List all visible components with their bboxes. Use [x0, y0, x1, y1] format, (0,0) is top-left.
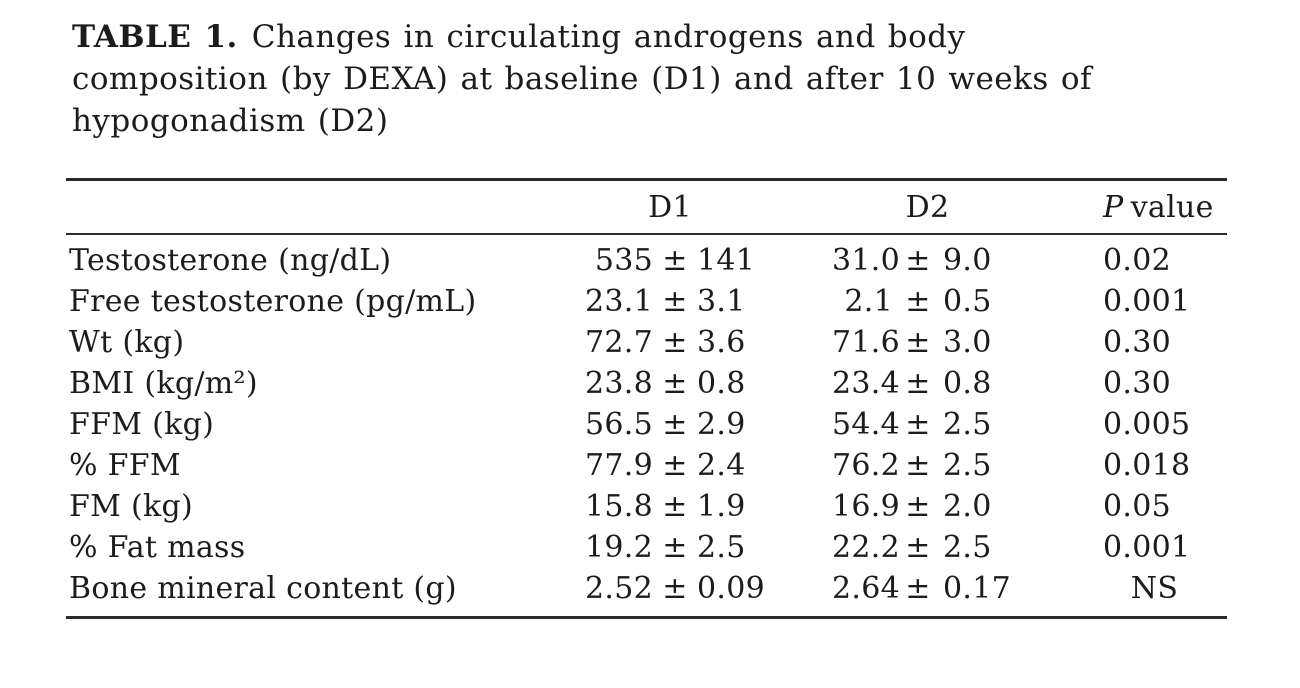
- plus-minus-sign: ±: [662, 284, 688, 319]
- table-body: Testosterone (ng/dL) 535 ± 141 31.0 ± 9.…: [66, 235, 1227, 616]
- plus-minus-sign: ±: [662, 571, 688, 606]
- d2-mean: 71.6: [832, 325, 900, 360]
- row-label: Wt (kg): [69, 325, 185, 360]
- row-label: BMI (kg/m²): [69, 366, 258, 401]
- table-row-testosterone: Testosterone (ng/dL) 535 ± 141 31.0 ± 9.…: [66, 240, 1227, 281]
- d2-sd: 0.17: [943, 571, 1011, 606]
- d1-sd: 2.4: [697, 448, 746, 483]
- d1-sd: 3.1: [697, 284, 746, 319]
- table-row-bmi: BMI (kg/m²) 23.8 ± 0.8 23.4 ± 0.8 0.30: [66, 363, 1227, 404]
- p-value-header-rest: value: [1130, 189, 1214, 225]
- row-label: FM (kg): [69, 489, 193, 524]
- d1-mean: 15.8: [585, 489, 653, 524]
- plus-minus-sign: ±: [662, 407, 688, 442]
- d1-sd: 1.9: [697, 489, 746, 524]
- d1-mean: 23.1: [585, 284, 653, 319]
- d1-sd: 2.5: [697, 530, 746, 565]
- row-label: Bone mineral content (g): [69, 571, 457, 606]
- d1-mean: 72.7: [585, 325, 653, 360]
- column-header-d1: D1: [648, 189, 692, 225]
- d2-sd: 2.5: [943, 530, 992, 565]
- plus-minus-sign: ±: [905, 325, 931, 360]
- d1-sd: 3.6: [697, 325, 746, 360]
- row-label: Free testosterone (pg/mL): [69, 284, 477, 319]
- table-row-percent-fat-mass: % Fat mass 19.2 ± 2.5 22.2 ± 2.5 0.001: [66, 527, 1227, 568]
- plus-minus-sign: ±: [662, 530, 688, 565]
- p-value: 0.30: [1103, 325, 1171, 360]
- d2-sd: 9.0: [943, 243, 992, 278]
- d1-mean: 19.2: [585, 530, 653, 565]
- d1-sd: 0.8: [697, 366, 746, 401]
- d1-mean: 2.52: [585, 571, 653, 606]
- d2-mean: 2.1: [844, 284, 893, 319]
- p-value: 0.001: [1103, 530, 1191, 565]
- plus-minus-sign: ±: [662, 366, 688, 401]
- table-row-weight: Wt (kg) 72.7 ± 3.6 71.6 ± 3.0 0.30: [66, 322, 1227, 363]
- table-caption-line1: Changes in circulating androgens and bod…: [251, 19, 966, 55]
- table-row-percent-ffm: % FFM 77.9 ± 2.4 76.2 ± 2.5 0.018: [66, 445, 1227, 486]
- d2-mean: 22.2: [832, 530, 900, 565]
- table-1: TABLE 1. Changes in circulating androgens…: [66, 16, 1227, 619]
- table-row-free-testosterone: Free testosterone (pg/mL) 23.1 ± 3.1 2.1…: [66, 281, 1227, 322]
- plus-minus-sign: ±: [662, 489, 688, 524]
- d2-mean: 16.9: [832, 489, 900, 524]
- plus-minus-sign: ±: [905, 243, 931, 278]
- plus-minus-sign: ±: [905, 530, 931, 565]
- plus-minus-sign: ±: [905, 407, 931, 442]
- table-caption-line3: hypogonadism (D2): [72, 103, 389, 139]
- p-value-header-p: P: [1103, 189, 1124, 225]
- plus-minus-sign: ±: [905, 448, 931, 483]
- plus-minus-sign: ±: [662, 325, 688, 360]
- column-header-d2: D2: [905, 189, 950, 225]
- p-value: 0.02: [1103, 243, 1171, 278]
- plus-minus-sign: ±: [905, 284, 931, 319]
- table-caption-line2: composition (by DEXA) at baseline (D1) a…: [72, 61, 1092, 97]
- table-row-fm: FM (kg) 15.8 ± 1.9 16.9 ± 2.0 0.05: [66, 486, 1227, 527]
- d1-mean: 56.5: [585, 407, 653, 442]
- p-value: 0.018: [1103, 448, 1191, 483]
- d2-mean: 54.4: [832, 407, 900, 442]
- d1-mean: 23.8: [585, 366, 653, 401]
- plus-minus-sign: ±: [905, 366, 931, 401]
- d1-mean: 77.9: [585, 448, 653, 483]
- table-caption: TABLE 1. Changes in circulating androgens…: [72, 16, 1227, 142]
- p-value: 0.005: [1103, 407, 1191, 442]
- row-label: Testosterone (ng/dL): [69, 243, 392, 278]
- p-value: 0.30: [1103, 366, 1171, 401]
- row-label: % Fat mass: [69, 530, 246, 565]
- d2-sd: 3.0: [943, 325, 992, 360]
- p-value: 0.001: [1103, 284, 1191, 319]
- p-value: 0.05: [1103, 489, 1171, 524]
- d2-sd: 0.5: [943, 284, 992, 319]
- table-row-ffm: FFM (kg) 56.5 ± 2.9 54.4 ± 2.5 0.005: [66, 404, 1227, 445]
- row-label: FFM (kg): [69, 407, 215, 442]
- d2-sd: 2.0: [943, 489, 992, 524]
- table-row-bone-mineral-content: Bone mineral content (g) 2.52 ± 0.09 2.6…: [66, 568, 1227, 609]
- d2-sd: 2.5: [943, 407, 992, 442]
- d1-sd: 141: [697, 243, 756, 278]
- d1-sd: 0.09: [697, 571, 765, 606]
- plus-minus-sign: ±: [662, 243, 688, 278]
- table-top-rule: [66, 178, 1227, 181]
- table-header-rule: [66, 233, 1227, 235]
- d2-mean: 23.4: [832, 366, 900, 401]
- plus-minus-sign: ±: [662, 448, 688, 483]
- d2-mean: 31.0: [832, 243, 900, 278]
- plus-minus-sign: ±: [905, 489, 931, 524]
- table-caption-number: TABLE 1.: [72, 19, 238, 55]
- p-value: NS: [1130, 571, 1179, 606]
- d2-mean: 76.2: [832, 448, 900, 483]
- d1-mean: 535: [594, 243, 653, 278]
- d2-sd: 0.8: [943, 366, 992, 401]
- d1-sd: 2.9: [697, 407, 746, 442]
- d2-sd: 2.5: [943, 448, 992, 483]
- table-bottom-rule: [66, 616, 1227, 619]
- plus-minus-sign: ±: [905, 571, 931, 606]
- d2-mean: 2.64: [832, 571, 900, 606]
- row-label: % FFM: [69, 448, 181, 483]
